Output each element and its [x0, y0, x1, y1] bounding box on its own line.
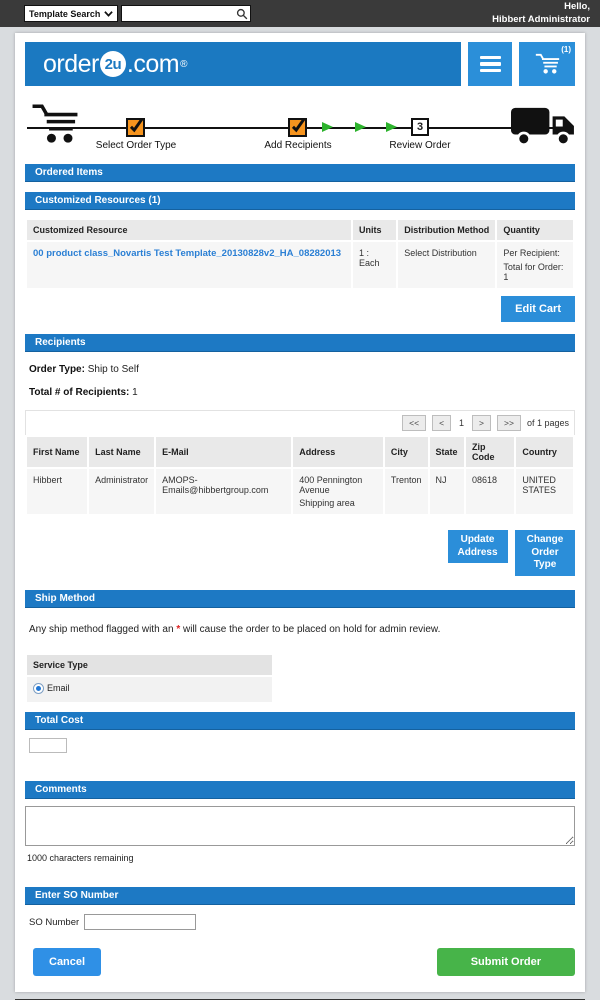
first-page-button[interactable]: << [402, 415, 427, 431]
section-bar-customized-resources: Customized Resources (1) [25, 192, 575, 210]
col-first-name: First Name [27, 437, 88, 467]
next-page-button[interactable]: > [472, 415, 492, 431]
hamburger-icon [479, 53, 501, 76]
service-type-header: Service Type [27, 654, 272, 677]
table-row: Hibbert Administrator AMOPS-Emails@hibbe… [27, 469, 573, 514]
top-utility-bar: Template Search Hello, Hibbert Administr… [0, 0, 600, 27]
email-radio[interactable] [33, 682, 44, 694]
page-count-label: of 1 pages [526, 418, 569, 428]
col-customized-resource: Customized Resource [27, 220, 352, 240]
global-search [121, 5, 251, 24]
logo-circle: 2u [99, 51, 126, 77]
resource-link[interactable]: 00 product class_Novartis Test Template_… [33, 248, 342, 259]
update-address-button[interactable]: Update Address [447, 530, 508, 563]
col-email: E-Mail [156, 437, 292, 467]
cart-icon [535, 53, 559, 74]
col-country: Country [516, 437, 573, 467]
order-progress-tracker: Select Order Type Add Recipients 3 Revie… [25, 100, 575, 158]
country-value: UNITED STATES [516, 469, 573, 514]
col-quantity: Quantity [497, 220, 573, 240]
zip-value: 08618 [466, 469, 515, 514]
step3-number-badge: 3 [411, 118, 429, 136]
state-value: NJ [429, 469, 465, 514]
section-bar-so-number: Enter SO Number [25, 887, 575, 905]
search-icon[interactable] [236, 8, 248, 20]
pagination: << < 1 > >> of 1 pages [25, 410, 575, 435]
order-type-line: Order Type: Ship to Self [29, 364, 139, 375]
col-zip: Zip Code [466, 437, 515, 467]
menu-button[interactable] [468, 42, 512, 86]
cart-button[interactable]: (1) [519, 42, 575, 86]
arrow-right-icon [355, 122, 366, 132]
order2u-logo: order 2u .com ® [43, 49, 187, 78]
required-asterisk: * [176, 623, 181, 635]
section-bar-total-cost: Total Cost [25, 711, 575, 730]
search-input[interactable] [122, 8, 250, 24]
section-bar-ship-method: Ship Method [25, 589, 575, 608]
search-category-select[interactable]: Template Search [24, 5, 118, 22]
current-page: 1 [459, 418, 465, 428]
table-header-row: Customized Resource Units Distribution M… [27, 220, 573, 240]
characters-remaining: 1000 characters remaining [27, 853, 134, 863]
step1-label: Select Order Type [95, 140, 177, 151]
col-state: State [429, 437, 465, 467]
col-last-name: Last Name [89, 437, 155, 467]
cart-count-badge: (1) [561, 45, 571, 54]
main-content-card: order 2u .com ® (1) Sel [15, 33, 585, 992]
so-number-label: SO Number [29, 916, 80, 928]
recipients-table: First Name Last Name E-Mail Address City… [25, 435, 575, 516]
col-units: Units [353, 220, 397, 240]
so-number-row: SO Number [29, 914, 575, 930]
so-number-input[interactable] [84, 914, 197, 930]
truck-icon [511, 107, 574, 146]
col-city: City [384, 437, 428, 467]
section-bar-recipients: Recipients [25, 334, 575, 352]
city-value: Trenton [384, 469, 428, 514]
service-type-box: Service Type Email [27, 654, 272, 702]
address-value: 400 Pennington Avenue Shipping area [293, 469, 383, 514]
edit-cart-button[interactable]: Edit Cart [501, 296, 575, 322]
change-order-type-button[interactable]: Change Order Type [515, 530, 575, 576]
distribution-value: Select Distribution [398, 242, 496, 288]
last-page-button[interactable]: >> [497, 415, 521, 431]
email-radio-label: Email [47, 683, 70, 693]
step1-checked-icon [126, 118, 145, 137]
cancel-button[interactable]: Cancel [33, 948, 102, 976]
step2-label: Add Recipients [264, 140, 332, 151]
customized-resources-table: Customized Resource Units Distribution M… [25, 218, 575, 290]
step3-label: Review Order [389, 140, 451, 151]
progress-cart-icon [32, 104, 78, 143]
first-name-value: Hibbert [27, 469, 88, 514]
total-recipients-line: Total # of Recipients: 1 [29, 387, 138, 398]
step2-checked-icon [288, 118, 307, 137]
search-category-value: Template Search [29, 8, 101, 19]
col-distribution-method: Distribution Method [398, 220, 496, 240]
quantity-value: Per Recipient: Total for Order: 1 [497, 242, 573, 288]
comments-textarea[interactable] [25, 806, 575, 846]
total-cost-input[interactable] [29, 737, 67, 753]
section-bar-comments: Comments [25, 781, 575, 799]
last-name-value: Administrator [89, 469, 155, 514]
email-value: AMOPS-Emails@hibbertgroup.com [156, 469, 292, 514]
arrow-right-icon [322, 122, 333, 132]
logo-bar[interactable]: order 2u .com ® [25, 42, 461, 86]
table-header-row: First Name Last Name E-Mail Address City… [27, 437, 573, 467]
prev-page-button[interactable]: < [432, 415, 452, 431]
col-address: Address [293, 437, 383, 467]
ship-method-note: Any ship method flagged with an * will c… [29, 623, 441, 635]
user-greeting: Hello, Hibbert Administrator [492, 1, 590, 25]
units-value: 1 : Each [353, 242, 397, 288]
table-row: 00 product class_Novartis Test Template_… [27, 242, 573, 288]
arrow-right-icon [386, 122, 397, 132]
chevron-down-icon [104, 10, 113, 17]
section-bar-ordered-items: Ordered Items [25, 164, 575, 182]
site-header: order 2u .com ® (1) [25, 42, 575, 86]
submit-order-button[interactable]: Submit Order [436, 948, 575, 976]
